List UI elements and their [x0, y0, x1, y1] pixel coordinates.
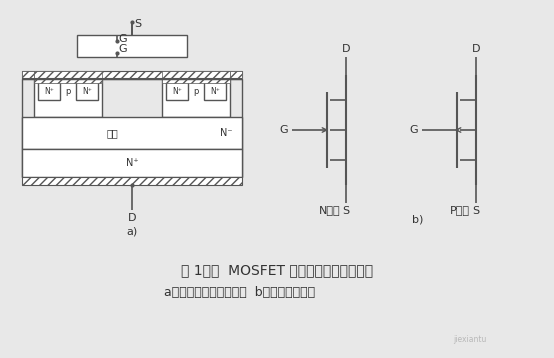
Text: G: G [119, 34, 127, 44]
Bar [22, 149, 242, 177]
Bar [34, 71, 102, 79]
Text: jiexiantu: jiexiantu [453, 335, 486, 344]
Bar [230, 71, 242, 79]
Bar [22, 79, 242, 177]
Text: N⁺: N⁺ [126, 158, 138, 168]
Text: G: G [410, 125, 418, 135]
Bar [22, 177, 242, 185]
Text: G: G [119, 44, 127, 54]
Bar [162, 71, 230, 79]
Text: S: S [342, 206, 350, 216]
Text: p: p [65, 87, 71, 96]
Bar [76, 82, 98, 100]
Text: b): b) [412, 215, 424, 225]
Bar [22, 117, 242, 149]
Bar [22, 71, 34, 79]
Bar [22, 71, 242, 79]
Bar [162, 79, 230, 83]
Text: 沟道: 沟道 [106, 128, 118, 138]
Text: N⁺: N⁺ [210, 87, 220, 96]
Text: P沟道: P沟道 [450, 205, 470, 215]
Text: D: D [128, 213, 136, 223]
Bar [34, 79, 102, 117]
Bar [204, 82, 226, 100]
Text: 图 1功率  MOSFET 的结构和电气图形符号: 图 1功率 MOSFET 的结构和电气图形符号 [181, 263, 373, 277]
Text: N沟道: N沟道 [319, 205, 341, 215]
Text: a): a) [126, 227, 137, 237]
Text: p: p [193, 87, 199, 96]
Text: S: S [473, 206, 480, 216]
Bar [38, 82, 60, 100]
Bar [166, 82, 188, 100]
Bar [34, 79, 102, 83]
Text: D: D [342, 44, 350, 54]
Text: G: G [280, 125, 288, 135]
Bar [77, 35, 187, 57]
Bar [162, 79, 230, 117]
Text: N⁻: N⁻ [220, 128, 232, 138]
Text: N⁺: N⁺ [82, 87, 92, 96]
Text: N⁺: N⁺ [44, 87, 54, 96]
Text: D: D [472, 44, 480, 54]
Text: N⁺: N⁺ [172, 87, 182, 96]
Text: S: S [135, 19, 142, 29]
Text: a）内部结构断面示意图  b）电气图形符号: a）内部结构断面示意图 b）电气图形符号 [165, 285, 316, 299]
